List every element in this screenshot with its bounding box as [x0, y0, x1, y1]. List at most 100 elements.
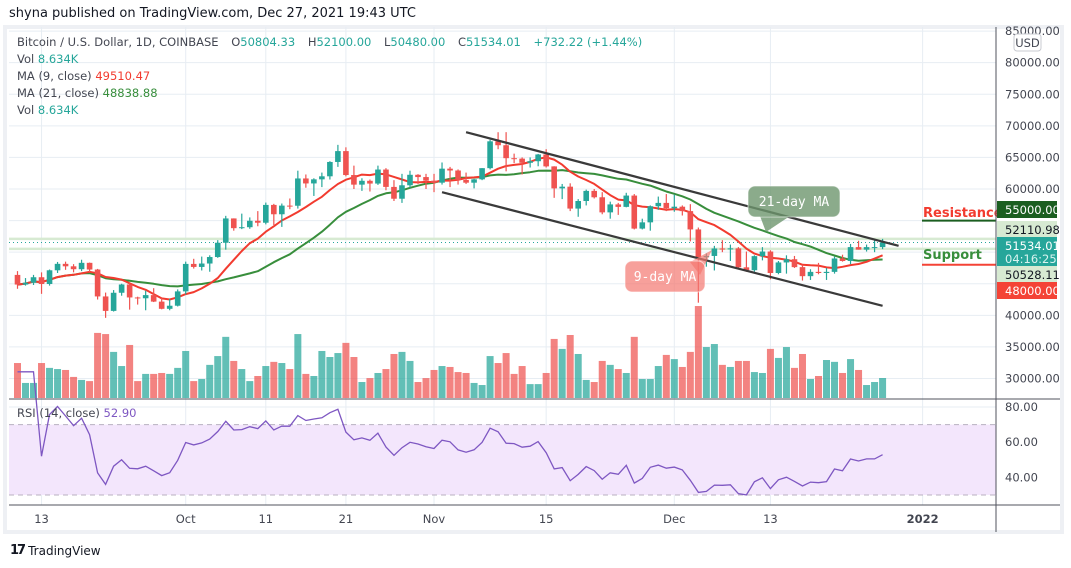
volume-bar: [14, 363, 21, 398]
candle-body: [246, 220, 253, 228]
candle: [791, 255, 798, 268]
candle: [583, 189, 590, 206]
price-badge-level: [997, 221, 1057, 238]
volume-bar: [831, 361, 839, 398]
candle: [134, 296, 141, 305]
candle: [206, 255, 213, 272]
candle: [198, 256, 205, 271]
volume-bar: [815, 375, 822, 398]
volume-bar: [614, 369, 622, 398]
candle-body: [807, 271, 814, 277]
candle-body: [311, 179, 317, 184]
volume-bar: [782, 347, 790, 398]
candle-body: [575, 201, 581, 209]
candle-body: [863, 247, 870, 250]
volume-bar: [686, 351, 694, 398]
publisher-line: shyna published on TradingView.com, Dec …: [9, 6, 416, 21]
candle-body: [287, 205, 293, 207]
vol-value: 8.634K: [37, 52, 79, 66]
ma9-value: 49510.47: [95, 69, 151, 83]
price-badge-label: 48000.00: [1005, 284, 1060, 298]
candle-body: [479, 168, 485, 180]
rsi-legend[interactable]: RSI (14, close) 52.90: [17, 406, 136, 420]
candle-body: [583, 190, 590, 202]
volume-bar: [342, 342, 350, 398]
candle-body: [190, 263, 197, 267]
candle: [575, 199, 581, 217]
volume-bar: [286, 369, 294, 398]
time-tick-label: 13: [763, 512, 778, 526]
candle-body: [735, 248, 742, 268]
legend-volume-row[interactable]: Vol 8.634K: [17, 51, 642, 68]
volume-bar: [318, 350, 326, 398]
volume-bar: [38, 363, 46, 398]
candle-body: [631, 195, 638, 229]
candle-body: [823, 271, 830, 274]
vol-label: Vol: [17, 52, 35, 66]
trend-channel[interactable]: [441, 131, 899, 307]
tradingview-logo[interactable]: 17 TradingView: [10, 543, 101, 558]
symbol-title[interactable]: Bitcoin / U.S. Dollar, 1D, COINBASE: [17, 35, 219, 49]
legend-volume2-row[interactable]: Vol 8.634K: [17, 102, 642, 119]
candles: [14, 132, 886, 318]
volume-bar: [502, 353, 510, 398]
price-badge-support: [997, 282, 1057, 299]
annotations[interactable]: Resistance Support 21-day MA 9-day MA: [624, 185, 1003, 293]
candle: [303, 174, 309, 188]
candle-body: [527, 161, 533, 163]
volume-bar: [174, 367, 182, 398]
high-label: H: [307, 35, 317, 49]
candle-body: [14, 274, 21, 285]
volume-bar: [430, 369, 438, 398]
candle-body: [855, 247, 862, 250]
volume-bar: [855, 369, 863, 398]
volume-bar: [310, 375, 318, 398]
ma21-value: 48838.88: [102, 86, 158, 100]
candle-body: [519, 158, 525, 163]
channel-lower-line[interactable]: [441, 191, 883, 307]
candle: [287, 198, 293, 210]
ma9-callout-text: 9-day MA: [634, 270, 697, 285]
volume-bar: [534, 384, 542, 398]
ma9-callout-box[interactable]: [624, 260, 706, 293]
volume-bar: [630, 336, 638, 398]
candle: [399, 173, 405, 203]
candle: [102, 292, 109, 318]
candle: [311, 178, 317, 196]
time-tick-label: 11: [258, 512, 273, 526]
rsi-tick-label: 40.00: [1005, 470, 1038, 484]
volume-bar: [126, 344, 134, 398]
ma21-callout-box[interactable]: [747, 185, 841, 218]
candle: [743, 251, 750, 272]
candle: [559, 183, 565, 200]
price-tick-label: 60000.00: [1005, 182, 1060, 196]
volume-bar: [438, 366, 446, 398]
candle: [86, 262, 93, 273]
candle: [271, 203, 277, 226]
candle-body: [799, 267, 806, 277]
support-label: Support: [923, 248, 982, 263]
candle-body: [271, 204, 277, 215]
candle: [431, 173, 437, 193]
volume-bar: [798, 353, 806, 398]
time-tick-label: Oct: [176, 512, 196, 526]
candle: [823, 267, 830, 280]
volume-bar: [550, 338, 558, 398]
candle: [166, 298, 173, 311]
legend-ma21-row[interactable]: MA (21, close) 48838.88: [17, 85, 642, 102]
rsi-band: [9, 424, 996, 496]
price-badge-last: [997, 237, 1057, 266]
volume-bar: [806, 379, 814, 398]
candle: [30, 274, 37, 286]
volume-bar: [182, 350, 190, 398]
volume-bar: [158, 372, 166, 398]
volume-bar: [478, 385, 486, 398]
legend-symbol-row: Bitcoin / U.S. Dollar, 1D, COINBASE O508…: [17, 34, 642, 51]
currency-badge[interactable]: [1013, 33, 1042, 52]
channel-upper-line[interactable]: [465, 131, 899, 247]
candle-body: [198, 263, 205, 267]
legend-ma9-row[interactable]: MA (9, close) 49510.47: [17, 68, 642, 85]
candle: [319, 172, 325, 188]
time-tick-label: 13: [34, 512, 49, 526]
